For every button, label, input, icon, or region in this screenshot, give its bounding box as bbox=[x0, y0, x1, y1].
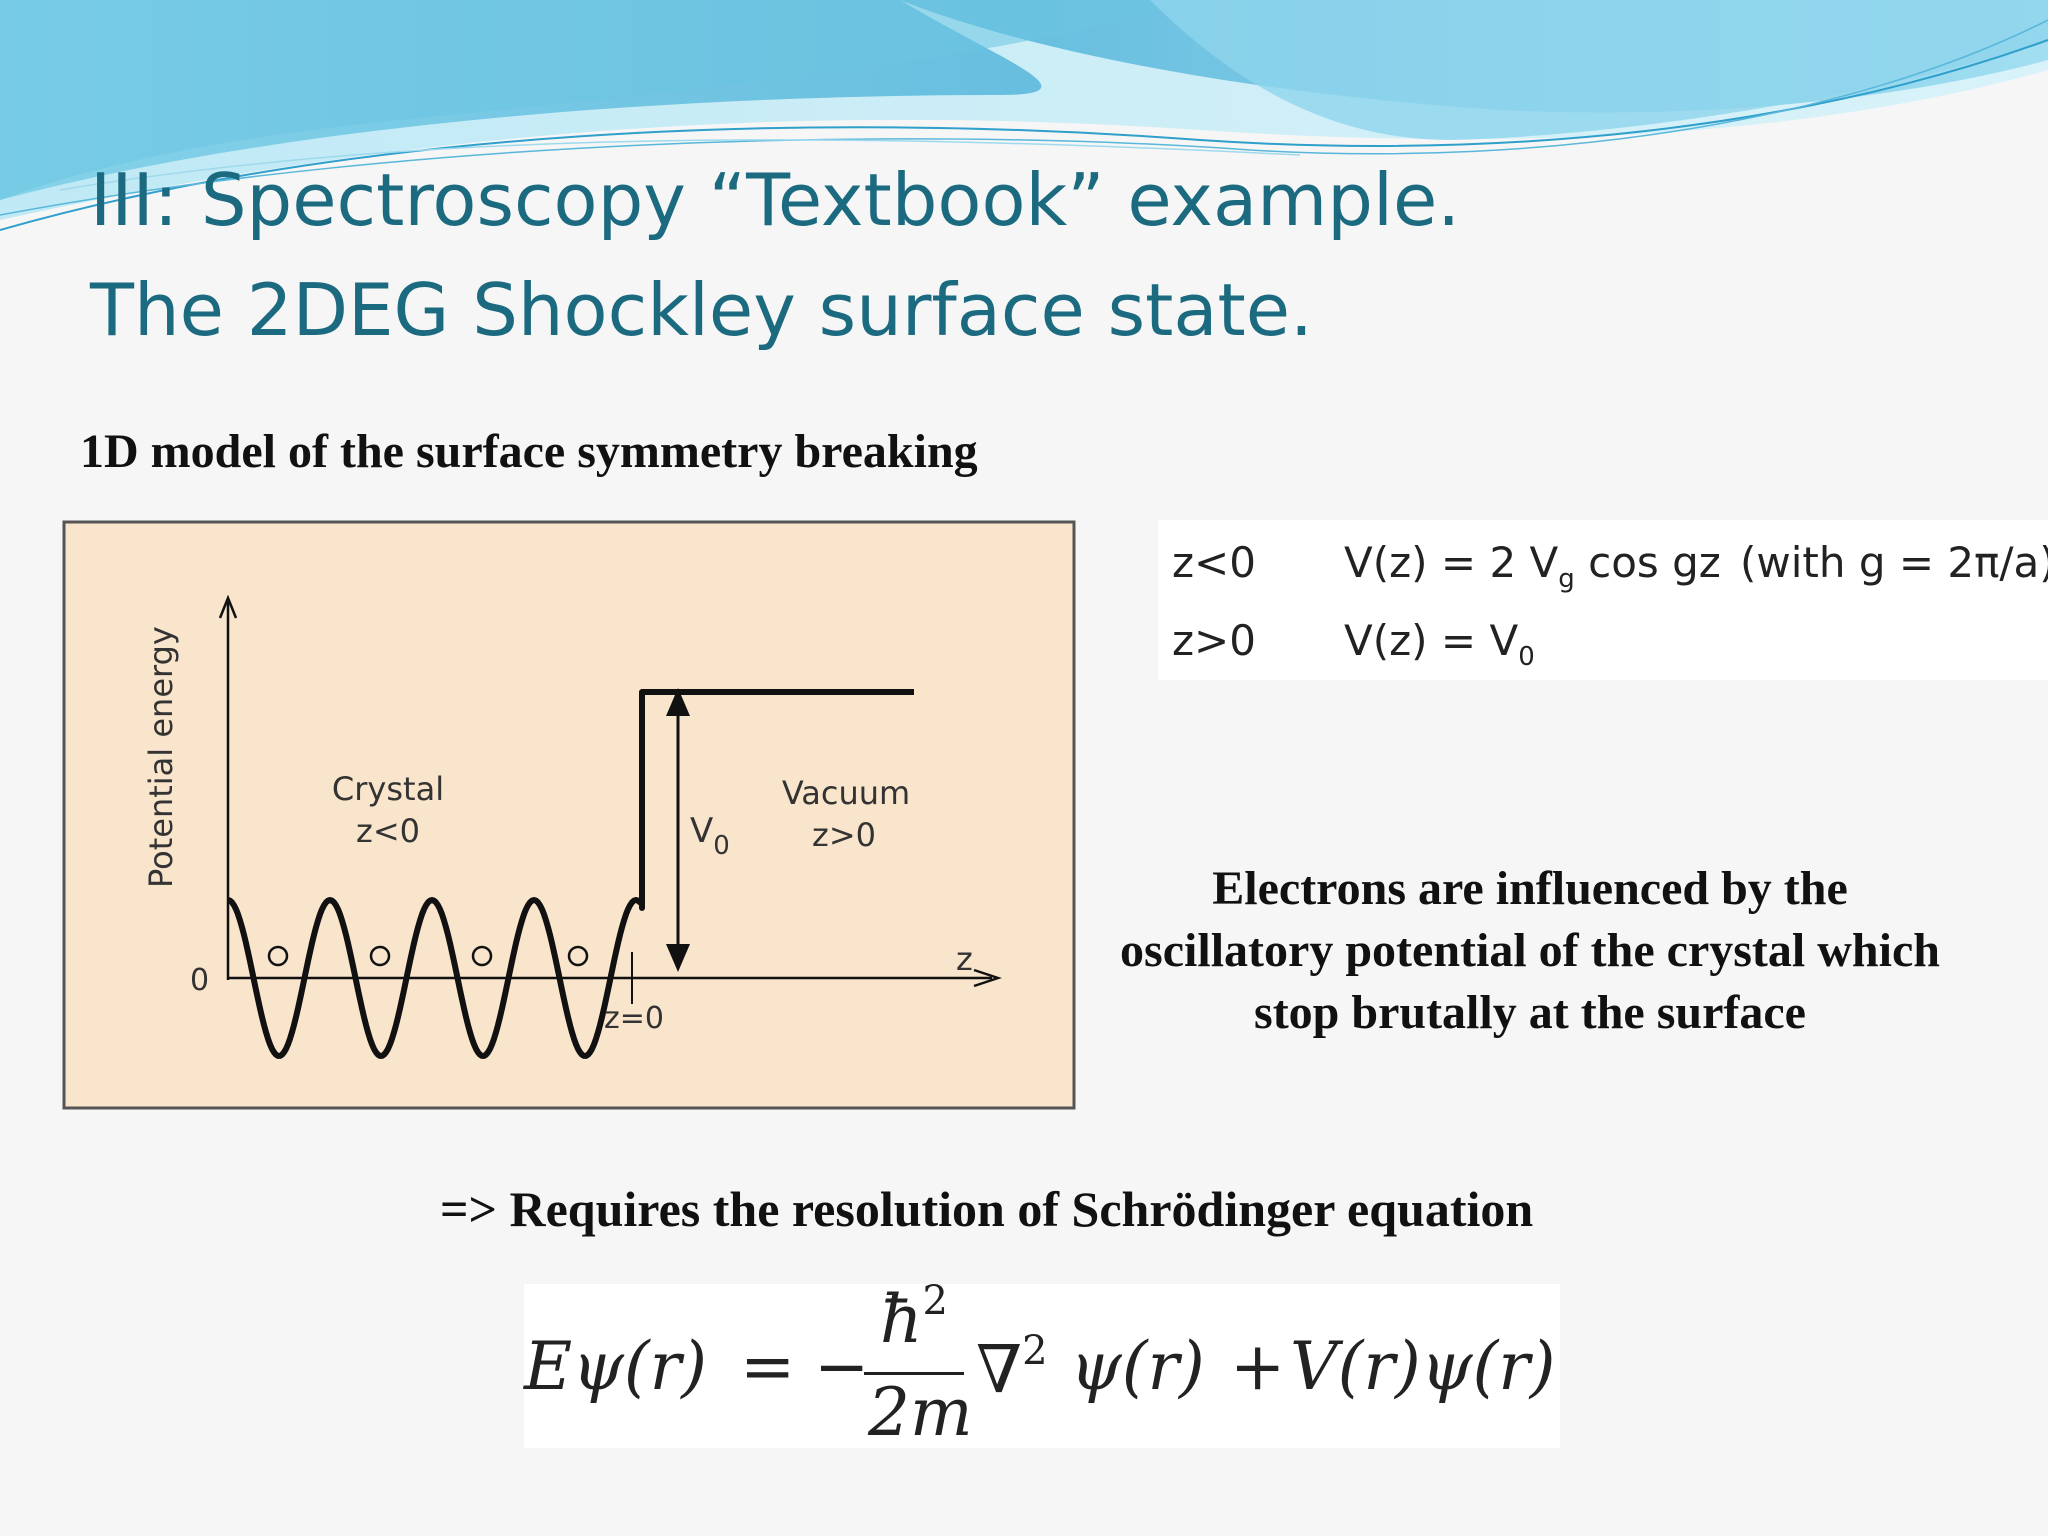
requirement-text: => Requires the resolution of Schrödinge… bbox=[440, 1181, 1534, 1237]
row1-expression: V(z) = 2 Vg cos gz bbox=[1344, 538, 1721, 594]
piecewise-potential: z<0 V(z) = 2 Vg cos gz (with g = 2π/a) z… bbox=[1158, 520, 2048, 680]
potential-energy-diagram: Potential energy 0 Crystal z<0 Vacuum z>… bbox=[62, 520, 1076, 1110]
electron-marker bbox=[471, 945, 493, 967]
wave-line-3 bbox=[59, 139, 1301, 191]
row2-expression: V(z) = V0 bbox=[1344, 616, 1535, 672]
crystal-condition: z<0 bbox=[356, 812, 420, 850]
equation-numerator: ħ2 bbox=[880, 1278, 948, 1358]
surface-label: z=0 bbox=[604, 1001, 664, 1036]
barrier-label: V0 bbox=[690, 811, 730, 861]
equation-term2: V(r)ψ(r) bbox=[1290, 1328, 1556, 1405]
top-wave-band bbox=[0, 0, 1200, 200]
equation-equals: = bbox=[740, 1328, 796, 1405]
equation-plus: + bbox=[1230, 1328, 1286, 1405]
electron-marker bbox=[567, 945, 589, 967]
y-axis-label: Potential energy bbox=[142, 626, 180, 888]
vacuum-label: Vacuum bbox=[782, 774, 910, 812]
equation-lhs: Eψ(r) bbox=[524, 1328, 707, 1405]
zero-label: 0 bbox=[190, 963, 209, 998]
slide-title-line-1: III: Spectroscopy “Textbook” example. bbox=[90, 158, 1461, 242]
row2-condition: z>0 bbox=[1172, 616, 1256, 665]
barrier-arrow-bottom bbox=[666, 944, 690, 972]
z-axis-label: z bbox=[956, 940, 973, 978]
explanation-text: Electrons are influenced by the oscillat… bbox=[1120, 862, 1940, 1039]
top-wave-right bbox=[1150, 0, 2048, 140]
potential-curve bbox=[227, 689, 914, 1059]
wave-line-1 bbox=[0, 39, 2048, 231]
equation-laplacian: ∇2 bbox=[976, 1328, 1048, 1408]
z-axis-arrow bbox=[973, 968, 1002, 988]
equation-denominator: 2m bbox=[868, 1374, 973, 1451]
row1-condition: z<0 bbox=[1172, 538, 1256, 587]
fraction-bar bbox=[864, 1372, 964, 1375]
vacuum-condition: z>0 bbox=[812, 816, 876, 854]
electron-marker bbox=[369, 945, 391, 967]
section-subtitle: 1D model of the surface symmetry breakin… bbox=[80, 425, 978, 478]
electron-marker bbox=[267, 945, 289, 967]
equation-term1: ψ(r) bbox=[1070, 1328, 1205, 1405]
barrier-arrow-top bbox=[666, 688, 690, 716]
schrodinger-equation: Eψ(r) = − ħ2 2m ∇2 ψ(r) + V(r)ψ(r) bbox=[524, 1278, 1560, 1451]
crystal-label: Crystal bbox=[332, 770, 444, 808]
y-axis-arrow bbox=[218, 594, 238, 619]
equation-minus: − bbox=[814, 1328, 870, 1405]
row1-note: (with g = 2π/a) bbox=[1740, 538, 2048, 587]
wave-line-2 bbox=[0, 19, 2048, 216]
slide-title-line-2: The 2DEG Shockley surface state. bbox=[90, 268, 1313, 352]
